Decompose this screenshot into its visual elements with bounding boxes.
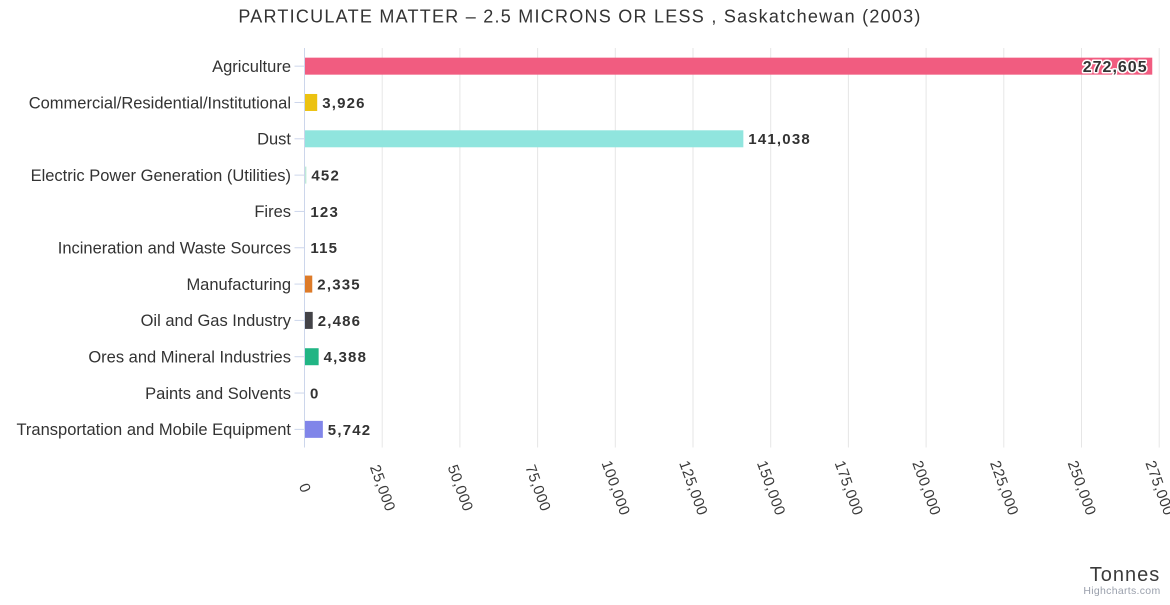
- svg-text:Electric Power Generation (Uti: Electric Power Generation (Utilities): [31, 167, 291, 185]
- svg-text:Fires: Fires: [254, 203, 291, 221]
- svg-text:452: 452: [311, 168, 340, 185]
- svg-text:2,486: 2,486: [318, 313, 362, 330]
- svg-text:Commercial/Residential/Institu: Commercial/Residential/Institutional: [29, 94, 291, 112]
- svg-text:Transportation and Mobile Equi: Transportation and Mobile Equipment: [16, 421, 291, 439]
- svg-text:2,335: 2,335: [317, 276, 361, 293]
- svg-text:0: 0: [310, 385, 320, 402]
- svg-text:Tonnes: Tonnes: [1090, 564, 1161, 586]
- svg-text:141,038: 141,038: [748, 131, 811, 148]
- svg-text:Agriculture: Agriculture: [212, 58, 291, 76]
- svg-text:3,926: 3,926: [322, 95, 366, 112]
- svg-text:Incineration and Waste Sources: Incineration and Waste Sources: [58, 240, 291, 258]
- svg-text:Paints and Solvents: Paints and Solvents: [145, 385, 291, 403]
- svg-text:115: 115: [310, 240, 338, 257]
- svg-text:Dust: Dust: [257, 131, 291, 149]
- svg-text:Oil and Gas Industry: Oil and Gas Industry: [141, 312, 292, 330]
- svg-text:4,388: 4,388: [324, 349, 368, 366]
- svg-text:5,742: 5,742: [328, 422, 372, 439]
- svg-text:Manufacturing: Manufacturing: [186, 276, 291, 294]
- svg-text:272,605: 272,605: [1083, 59, 1148, 76]
- svg-text:Ores and Mineral Industries: Ores and Mineral Industries: [88, 349, 291, 367]
- svg-text:PARTICULATE MATTER – 2.5 MICRO: PARTICULATE MATTER – 2.5 MICRONS OR LESS…: [238, 7, 921, 27]
- svg-text:Highcharts.com: Highcharts.com: [1083, 585, 1160, 597]
- svg-text:123: 123: [310, 204, 339, 221]
